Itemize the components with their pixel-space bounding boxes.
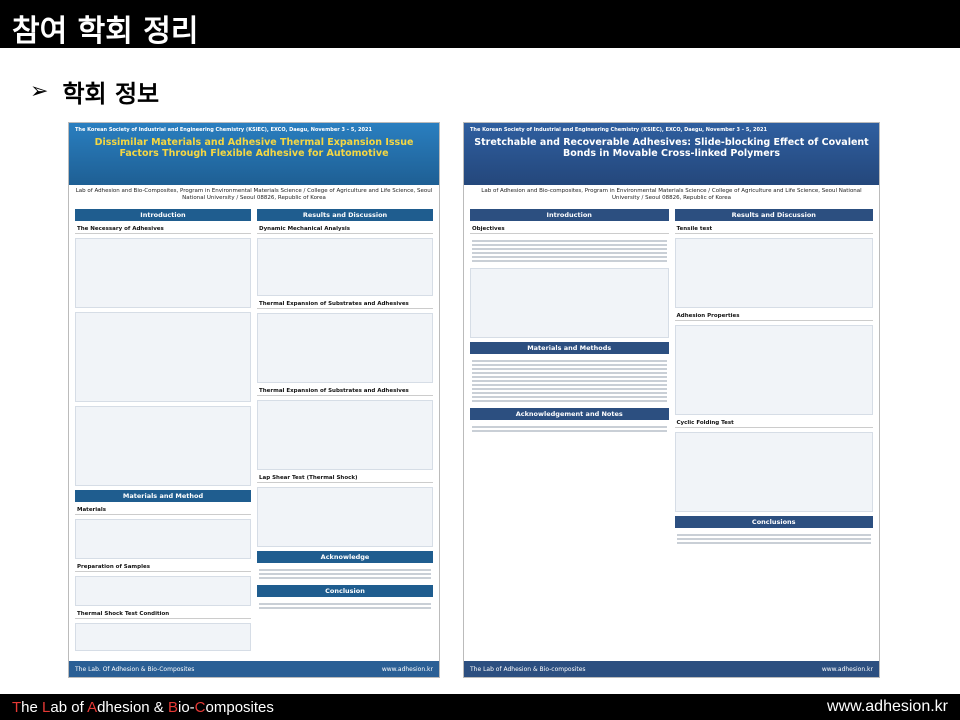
poster-header: The Korean Society of Industrial and Eng… (464, 123, 879, 185)
figure-placeholder (75, 238, 251, 309)
chart-placeholder (257, 313, 433, 384)
chart-placeholder (257, 400, 433, 471)
chart-placeholder (257, 487, 433, 548)
chart-placeholder (674, 238, 873, 309)
poster-footer-url: www.adhesion.kr (821, 665, 873, 673)
poster-title: Stretchable and Recoverable Adhesives: S… (474, 137, 869, 160)
section-materials-method: Materials and Method (75, 490, 251, 503)
section-heading: ➢ 학회 정보 (30, 74, 159, 109)
lab-name: The Lab of Adhesion & Bio-Composites (12, 698, 274, 716)
poster-footer-url: www.adhesion.kr (381, 665, 433, 673)
text-placeholder (470, 424, 669, 434)
poster-thermal-expansion: The Korean Society of Industrial and Eng… (68, 122, 440, 678)
chart-placeholder (257, 238, 433, 297)
section-acknowledgement: Acknowledgement and Notes (470, 408, 669, 421)
subsection-tensile: Tensile test (674, 225, 873, 235)
poster-conference: The Korean Society of Industrial and Eng… (470, 127, 767, 133)
poster-conference: The Korean Society of Industrial and Eng… (75, 127, 372, 133)
subsection-objectives: Objectives (470, 225, 669, 235)
figure-placeholder (75, 519, 251, 560)
text-placeholder (675, 532, 874, 546)
subsection-necessity: The Necessary of Adhesives (75, 225, 251, 235)
figure-placeholder (75, 623, 251, 652)
subsection-adhesion: Adhesion Properties (674, 312, 873, 322)
figure-placeholder (75, 312, 251, 403)
poster-title: Dissimilar Materials and Adhesive Therma… (94, 137, 414, 160)
chart-placeholder (674, 325, 873, 416)
lab-website: www.adhesion.kr (827, 698, 948, 715)
section-acknowledge: Acknowledge (257, 551, 433, 564)
slide-footer: The Lab of Adhesion & Bio-Composites www… (0, 694, 960, 720)
subsection-materials: Materials (75, 506, 251, 516)
arrow-bullet-icon: ➢ (30, 79, 49, 104)
subsection-dma: Dynamic Mechanical Analysis (257, 225, 433, 235)
section-materials-methods: Materials and Methods (470, 342, 669, 355)
slide-title: 참여 학회 정리 (12, 14, 199, 49)
section-results: Results and Discussion (674, 209, 873, 222)
text-placeholder (470, 238, 669, 264)
figure-placeholder (470, 268, 669, 339)
text-placeholder (257, 601, 433, 611)
figure-placeholder (75, 406, 251, 487)
text-placeholder (470, 358, 669, 404)
poster-affiliation: Lab of Adhesion and Bio-Composites, Prog… (69, 185, 439, 206)
text-placeholder (257, 567, 433, 581)
section-introduction: Introduction (470, 209, 669, 222)
poster-footer: The Lab of Adhesion & Bio-composites www… (464, 661, 879, 677)
poster-affiliation: Lab of Adhesion and Bio-composites, Prog… (464, 185, 879, 206)
subsection-lap-shear: Lap Shear Test (Thermal Shock) (257, 474, 433, 484)
subsection-samples: Preparation of Samples (75, 563, 251, 573)
poster-header: The Korean Society of Industrial and Eng… (69, 123, 439, 185)
poster-footer-lab: The Lab. Of Adhesion & Bio-Composites (75, 665, 195, 673)
poster-footer-lab: The Lab of Adhesion & Bio-composites (470, 665, 586, 673)
subsection-cyclic: Cyclic Folding Test (674, 419, 873, 429)
section-label: 학회 정보 (62, 80, 160, 108)
subsection-thermal-2: Thermal Expansion of Substrates and Adhe… (257, 387, 433, 397)
subsection-thermal-1: Thermal Expansion of Substrates and Adhe… (257, 300, 433, 310)
figure-placeholder (75, 576, 251, 607)
subsection-shock-test: Thermal Shock Test Condition (75, 610, 251, 620)
poster-stretchable-adhesives: The Korean Society of Industrial and Eng… (463, 122, 880, 678)
section-results: Results and Discussion (257, 209, 433, 222)
poster-footer: The Lab. Of Adhesion & Bio-Composites ww… (69, 661, 439, 677)
slide-header: 참여 학회 정리 (0, 0, 960, 49)
figure-placeholder (674, 432, 873, 513)
section-introduction: Introduction (75, 209, 251, 222)
section-conclusions: Conclusions (674, 516, 873, 529)
section-conclusion: Conclusion (257, 585, 433, 598)
